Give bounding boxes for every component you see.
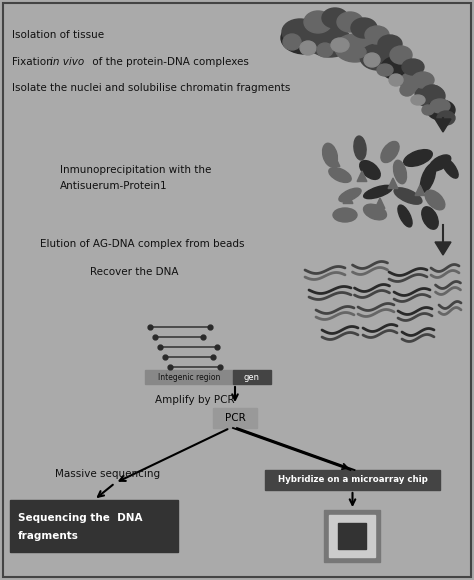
Ellipse shape [430,99,450,113]
Ellipse shape [402,59,424,75]
Ellipse shape [364,186,392,198]
Ellipse shape [425,190,445,210]
Ellipse shape [400,84,414,96]
Text: Integenic region: Integenic region [158,372,220,382]
Ellipse shape [442,158,458,178]
Text: Fixation: Fixation [12,57,56,67]
Ellipse shape [365,26,389,44]
Text: Isolate the nuclei and solubilise chromatin fragments: Isolate the nuclei and solubilise chroma… [12,83,291,93]
Text: Recover the DNA: Recover the DNA [90,267,179,277]
Text: Elution of AG-DNA complex from beads: Elution of AG-DNA complex from beads [40,239,245,249]
Ellipse shape [300,41,316,55]
Polygon shape [435,242,451,255]
Ellipse shape [420,164,436,192]
Text: Amplify by PCR: Amplify by PCR [155,395,235,405]
Bar [329,515,375,557]
Polygon shape [415,185,425,195]
Ellipse shape [437,111,455,125]
Ellipse shape [360,161,380,179]
Bar [338,523,366,549]
Ellipse shape [404,150,432,166]
Bar [325,510,381,562]
Ellipse shape [381,56,415,80]
Text: PCR: PCR [225,413,246,423]
Polygon shape [388,178,398,188]
Ellipse shape [354,136,366,160]
Ellipse shape [411,95,425,105]
Ellipse shape [322,8,348,28]
Ellipse shape [304,11,332,33]
Ellipse shape [329,168,351,183]
Ellipse shape [422,105,434,115]
Ellipse shape [400,71,432,93]
Ellipse shape [337,12,363,32]
Ellipse shape [381,142,399,162]
Ellipse shape [427,100,455,120]
Bar [10,500,178,552]
Ellipse shape [393,160,407,184]
Ellipse shape [282,19,318,45]
Text: Massive sequencing: Massive sequencing [55,469,160,479]
Ellipse shape [323,143,337,166]
Ellipse shape [339,188,361,202]
Ellipse shape [308,27,352,57]
Bar [213,408,257,428]
Polygon shape [375,198,385,208]
Ellipse shape [335,34,375,62]
Ellipse shape [390,46,412,64]
Ellipse shape [364,53,380,67]
Bar [233,370,271,384]
Polygon shape [357,171,367,182]
Ellipse shape [333,208,357,222]
Ellipse shape [281,22,329,54]
Ellipse shape [429,155,451,171]
Text: of the protein-DNA complexes: of the protein-DNA complexes [89,57,249,67]
Ellipse shape [394,188,422,204]
Ellipse shape [331,38,349,52]
Text: Isolation of tissue: Isolation of tissue [12,30,104,40]
Ellipse shape [360,44,396,70]
Ellipse shape [415,85,445,107]
Ellipse shape [364,204,386,220]
Text: in vivo: in vivo [50,57,84,67]
Ellipse shape [412,72,434,88]
Text: gen: gen [244,372,260,382]
Ellipse shape [283,34,301,50]
Text: Antisuerum-Protein1: Antisuerum-Protein1 [60,181,168,191]
Text: Inmunoprecipitation with the: Inmunoprecipitation with the [60,165,211,175]
Text: fragments: fragments [18,531,79,541]
Bar [145,370,233,384]
Text: Hybridize on a microarray chip: Hybridize on a microarray chip [278,476,428,484]
Polygon shape [435,119,451,132]
Bar [265,470,440,490]
Ellipse shape [317,43,333,57]
Ellipse shape [377,64,393,76]
Ellipse shape [389,74,403,86]
Ellipse shape [422,85,442,101]
Text: Sequencing the  DNA: Sequencing the DNA [18,513,143,523]
Ellipse shape [351,18,377,38]
Ellipse shape [378,35,402,53]
Polygon shape [330,156,340,166]
Ellipse shape [398,205,412,227]
Ellipse shape [422,207,438,229]
Ellipse shape [350,46,366,58]
Polygon shape [343,193,353,204]
